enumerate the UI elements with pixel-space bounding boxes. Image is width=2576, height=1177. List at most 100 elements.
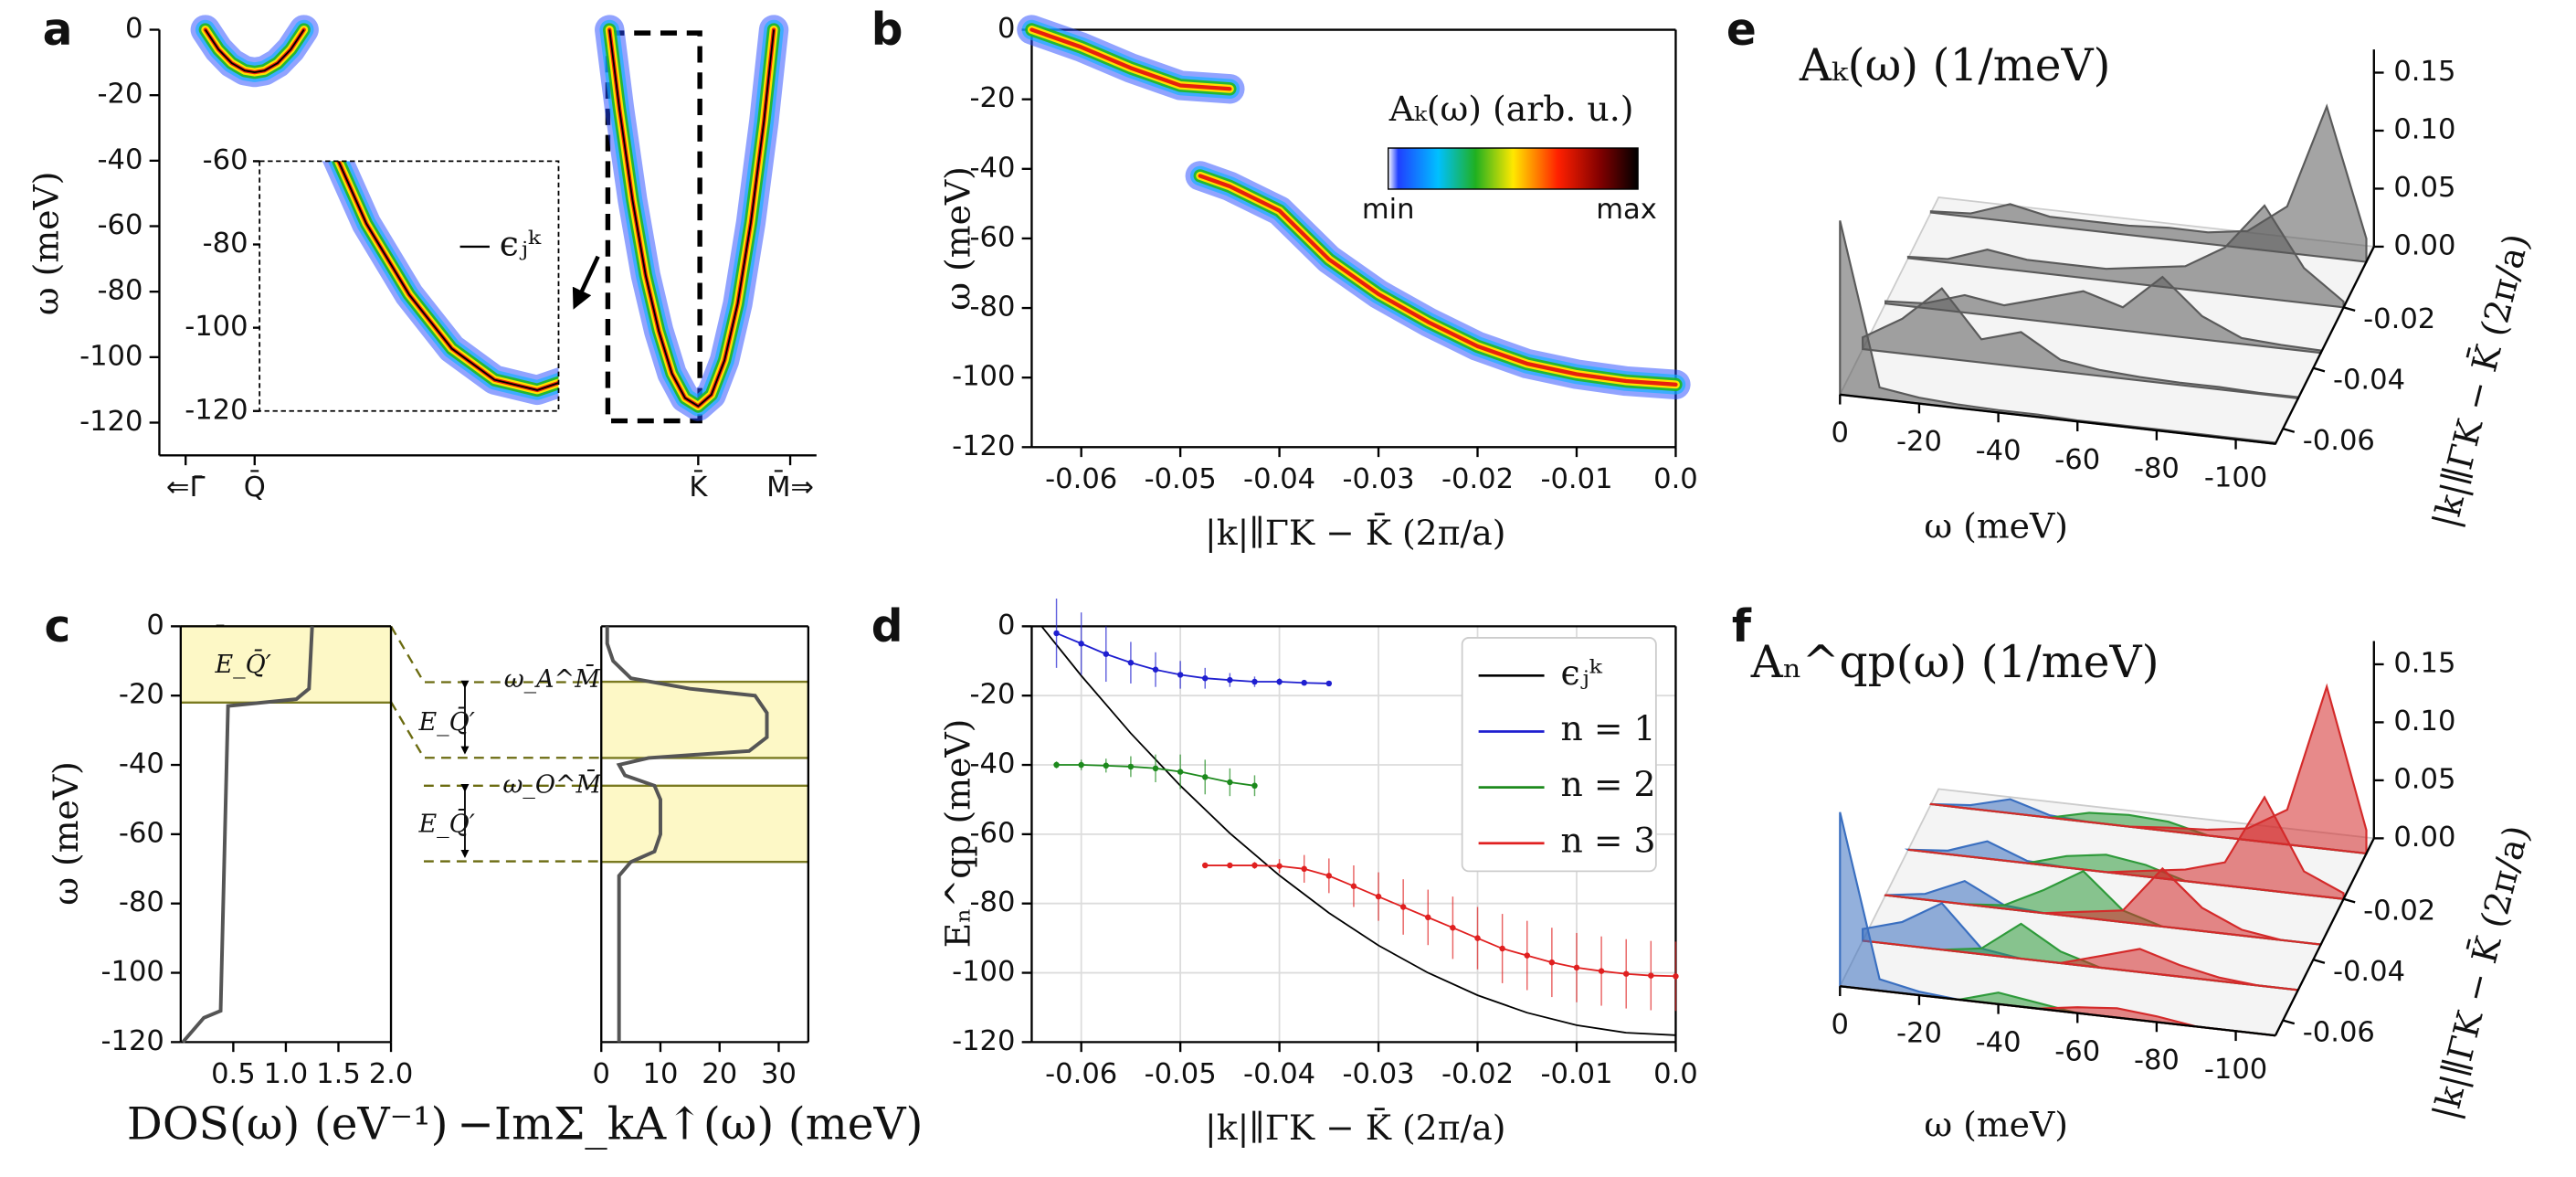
panel-label: b — [871, 5, 903, 56]
y-tick-label: -20 — [970, 679, 1016, 711]
inset-frame — [259, 160, 560, 412]
series-line — [1056, 632, 1329, 684]
x-tick-label: -0.06 — [1045, 1058, 1117, 1090]
spectrum-trace — [1884, 866, 2323, 946]
point — [1127, 659, 1135, 666]
y-tick-label: -20 — [98, 79, 143, 111]
x-axis-label: |k|∥ΓK − K̄ (2π/a) — [1205, 513, 1505, 553]
x-tick-label: -0.05 — [1145, 1058, 1217, 1090]
panel-label: e — [1726, 5, 1757, 56]
x-axis-label: DOS(ω) (eV⁻¹) — [127, 1098, 449, 1150]
x-axis-label: −ImΣ_kA↑(ω) (meV) — [457, 1098, 923, 1150]
y-axis-label: |k|∥ΓK − K̄ (2π/a) — [2425, 822, 2537, 1123]
point — [1325, 873, 1333, 879]
point — [1350, 883, 1357, 889]
y-tick-label: 0 — [998, 610, 1015, 642]
point — [1152, 765, 1159, 772]
x-tick-label: -0.01 — [1540, 463, 1612, 495]
point — [1276, 863, 1283, 869]
y-tick-label: -120 — [952, 1025, 1015, 1057]
point — [1202, 774, 1209, 780]
connector-lines — [390, 625, 602, 863]
y-tick-label: -60 — [970, 817, 1016, 849]
x-tick-label: 0 — [593, 1058, 610, 1090]
point — [1152, 666, 1159, 673]
shaded-band — [601, 682, 808, 758]
annotation: ω_O^M̄ — [502, 768, 602, 799]
point — [1648, 972, 1654, 979]
y-tick-label: -0.04 — [2333, 365, 2405, 397]
y-tick-label: -40 — [119, 748, 164, 780]
y-tick — [2282, 428, 2296, 433]
point — [1301, 679, 1307, 686]
x-tick-label: 20 — [702, 1058, 737, 1090]
x-tick-label: 0.0 — [1653, 463, 1698, 495]
colorbar-max: max — [1596, 194, 1657, 226]
x-tick-label: -80 — [2134, 453, 2180, 485]
x-tick-label: -100 — [2204, 1054, 2267, 1086]
point — [1524, 952, 1530, 959]
point — [1103, 651, 1110, 657]
y-tick-label: -60 — [970, 221, 1016, 253]
inset-y-tick-label: -100 — [185, 311, 248, 343]
annotation: ω_A^M̄ — [504, 663, 602, 694]
point — [1103, 762, 1110, 769]
y-tick — [2343, 897, 2356, 904]
connector — [390, 625, 602, 684]
x-tick-label: 0.5 — [211, 1058, 256, 1090]
legend-label: n = 2 — [1561, 764, 1656, 804]
legend-box — [1461, 637, 1657, 873]
point — [1202, 675, 1209, 682]
spectrum-trace — [1862, 939, 2298, 991]
y-tick-label: -100 — [952, 956, 1015, 988]
point — [1276, 678, 1283, 685]
connector — [390, 701, 602, 759]
legend-label: ϵⱼᵏ — [1561, 652, 1603, 693]
profile-line — [605, 626, 769, 1043]
point — [1251, 862, 1258, 869]
x-tick-label: -0.06 — [1045, 463, 1117, 495]
y-axis-label: |k|∥ΓK − K̄ (2π/a) — [2425, 229, 2537, 531]
point — [1127, 763, 1135, 770]
x-tick-label: -100 — [2204, 461, 2267, 493]
x-tick-label: 1.5 — [316, 1058, 361, 1090]
spectrum-trace — [1907, 795, 2345, 900]
x-tick-label: -0.05 — [1145, 463, 1217, 495]
point — [1399, 904, 1407, 910]
point — [1251, 678, 1258, 685]
point — [1078, 761, 1084, 769]
x-tick-label: 0 — [1832, 417, 1849, 449]
chart-title: Aₙ^qp(ω) (1/meV) — [1750, 637, 2159, 688]
y-tick-label: -100 — [100, 956, 164, 988]
point — [1450, 925, 1456, 931]
axis-line — [1840, 393, 2276, 445]
z-tick-label: 0.10 — [2393, 113, 2455, 145]
dispersion-line — [337, 161, 559, 391]
x-tick-label: -20 — [1896, 1018, 1942, 1050]
x-tick-label: -60 — [2054, 1035, 2100, 1067]
y-tick-label: -0.04 — [2333, 956, 2405, 988]
x-tick-label: 2.0 — [369, 1058, 414, 1090]
colorbar-min: min — [1362, 194, 1415, 226]
y-tick-label: -20 — [119, 679, 164, 711]
point — [1325, 680, 1333, 687]
point — [1251, 782, 1258, 790]
axis-line — [1840, 985, 2276, 1037]
x-axis-label: ω (meV) — [1924, 1104, 2068, 1144]
panel-label: f — [1732, 601, 1752, 652]
point — [1227, 676, 1233, 684]
point — [1078, 641, 1084, 647]
zoom-box — [605, 30, 702, 424]
point — [1425, 914, 1431, 921]
z-tick-label: 0.00 — [2393, 822, 2455, 854]
x-tick-label: 0 — [1832, 1009, 1849, 1041]
legend-label: n = 1 — [1561, 708, 1656, 748]
y-tick-label: 0 — [146, 610, 164, 642]
y-tick-label: -0.06 — [2303, 425, 2375, 457]
x-tick-label: K̄ — [689, 470, 708, 504]
x-tick-label: 10 — [643, 1058, 679, 1090]
x-tick-label: Q̄ — [244, 470, 266, 504]
y-tick — [2282, 1019, 2296, 1025]
